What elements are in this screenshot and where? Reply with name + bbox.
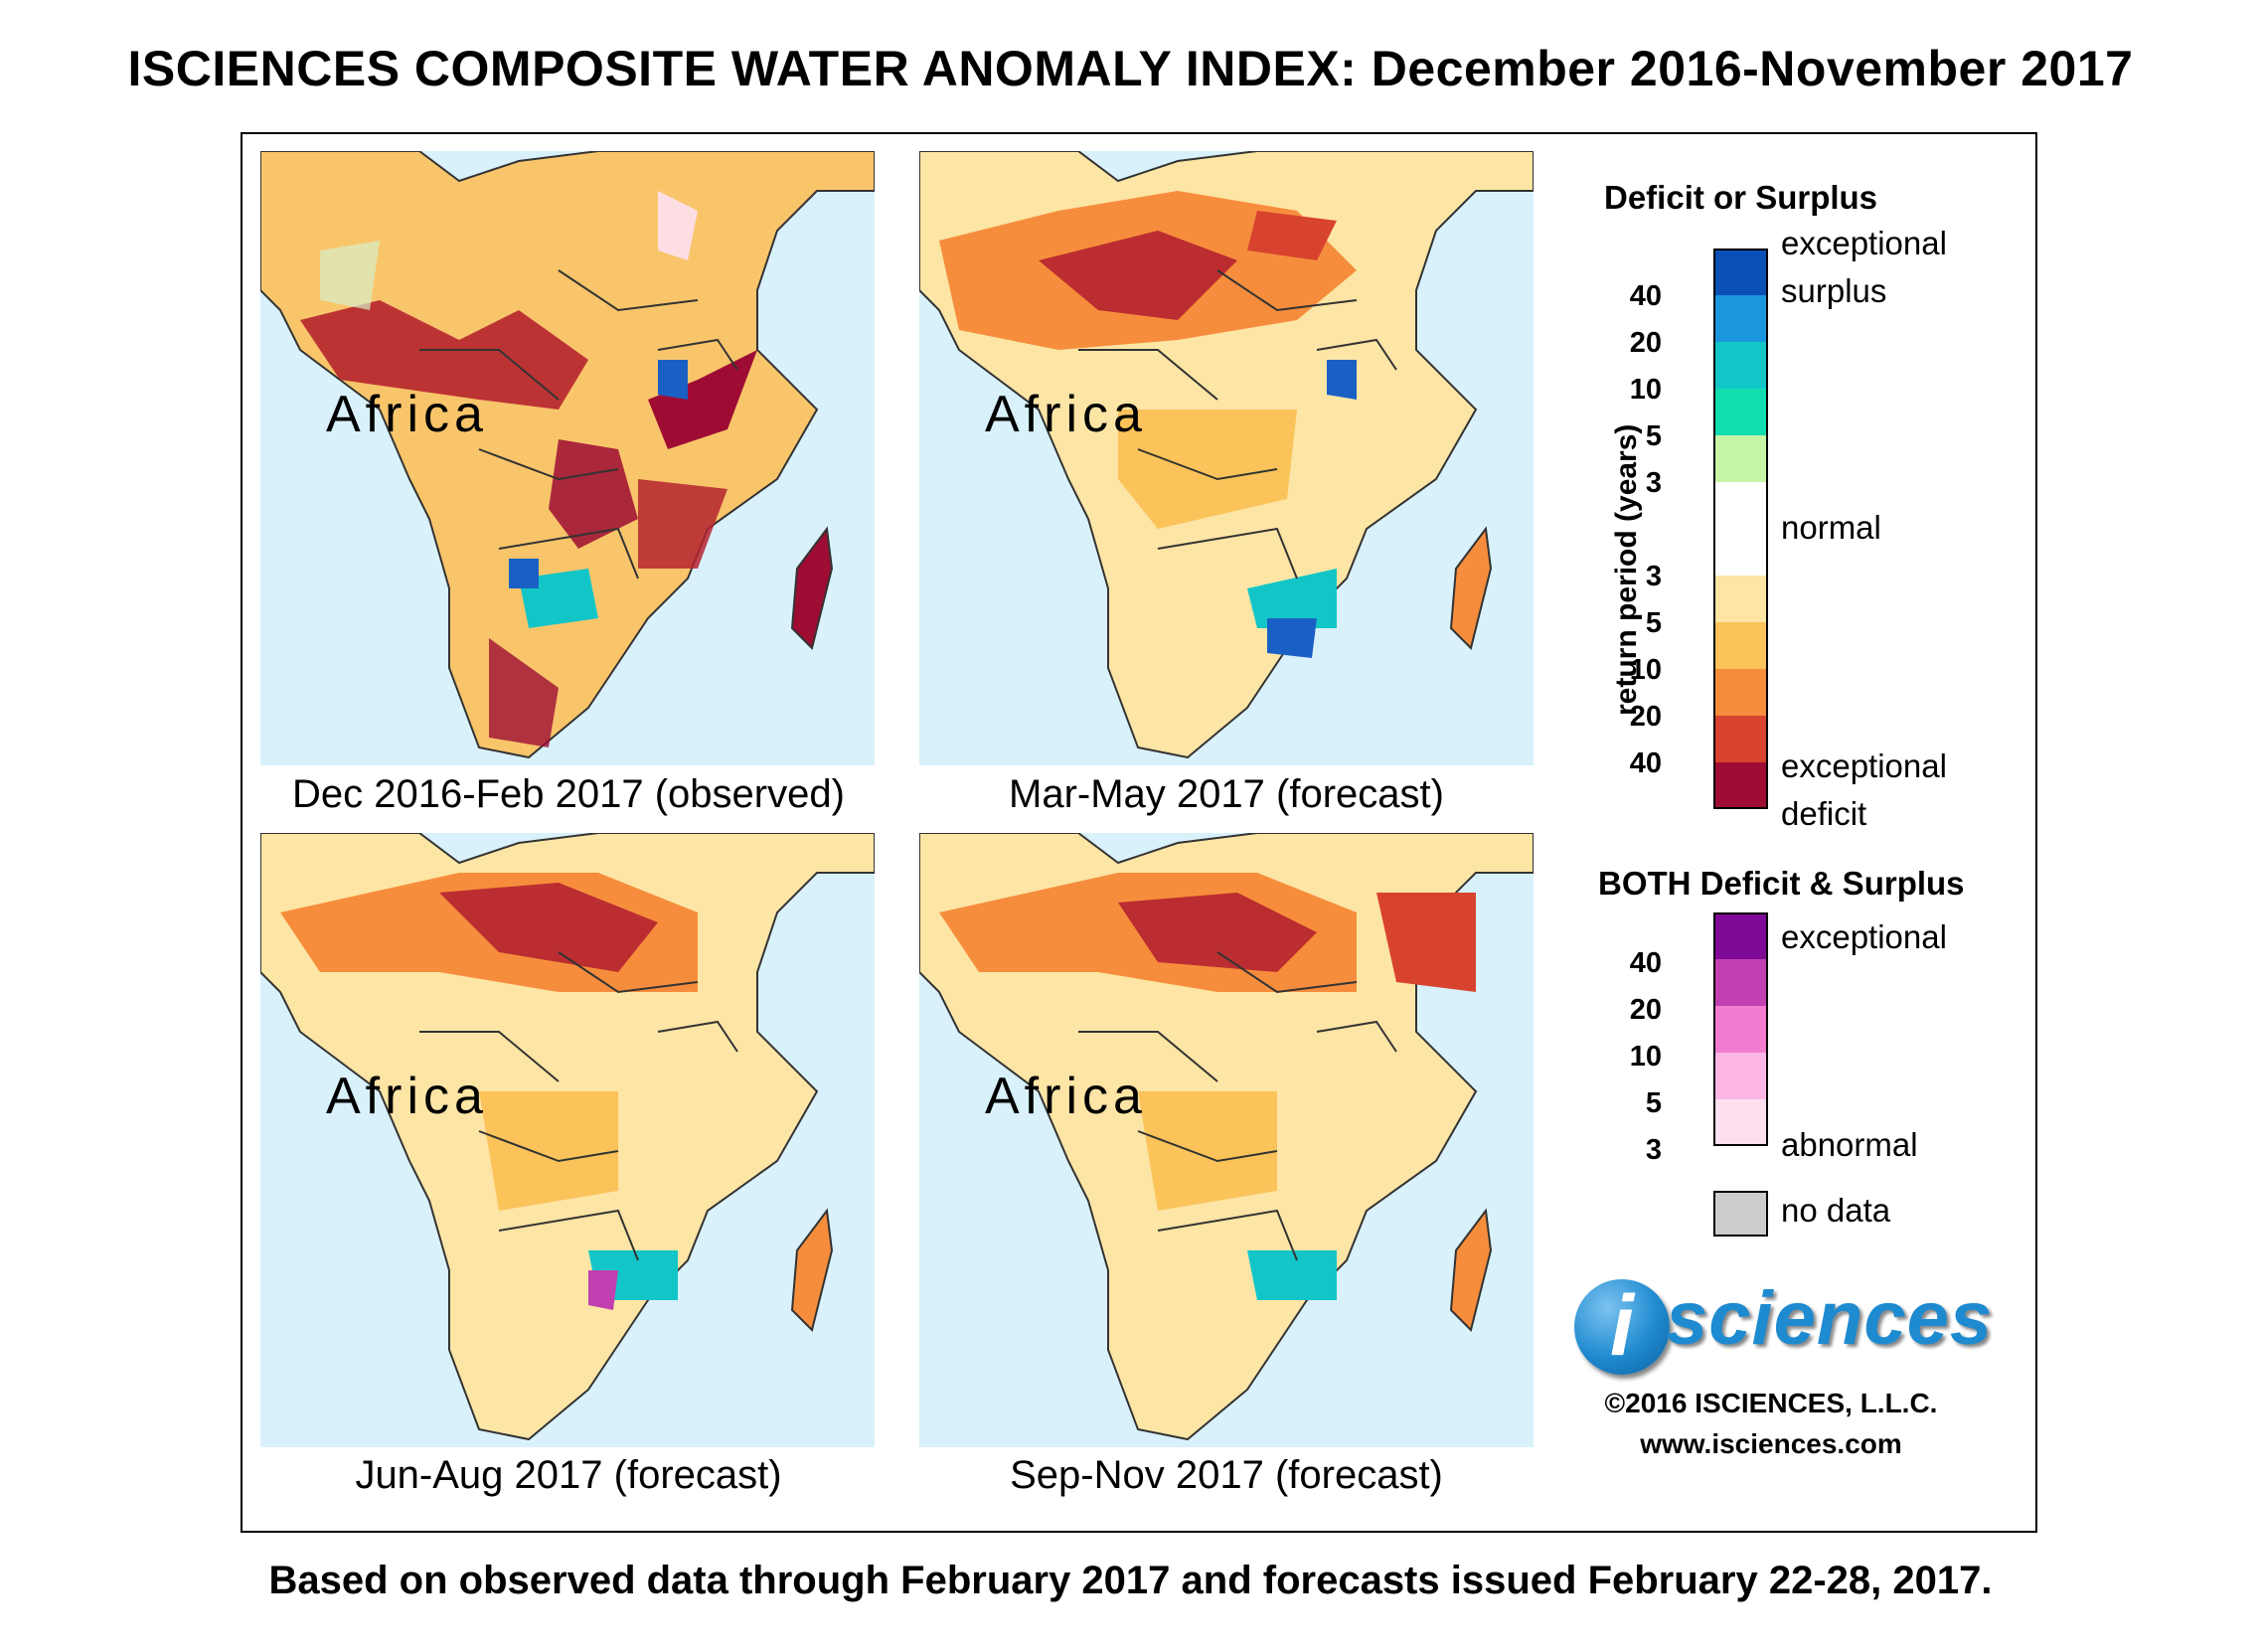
legend-tick: 20 [1629, 994, 1662, 1026]
legend-swatch [1713, 248, 1768, 295]
legend-swatch [1713, 576, 1768, 622]
copyright: ©2016 ISCIENCES, L.L.C. [1604, 1388, 1938, 1418]
legend-tick: 10 [1629, 654, 1662, 686]
region-label: Africa [985, 1068, 1147, 1125]
region-label: Africa [326, 386, 488, 443]
map-panel-sep-nov: Africa [919, 833, 1534, 1447]
legend-tick: 10 [1629, 374, 1662, 406]
legend-tick: 40 [1629, 747, 1662, 779]
legend-tick: 20 [1629, 327, 1662, 359]
map-panel-jun-aug: Africa [260, 833, 875, 1447]
legend-swatch-both [1713, 959, 1768, 1006]
legend-swatch [1713, 622, 1768, 669]
website: www.isciences.com [1640, 1428, 1902, 1459]
legend-swatch-both [1713, 1053, 1768, 1099]
legend-tick: 5 [1645, 607, 1662, 639]
panel-caption: Dec 2016-Feb 2017 (observed) [292, 772, 845, 816]
legend-tick: 5 [1645, 1087, 1662, 1119]
figure-frame [241, 132, 2037, 1533]
africa-map [919, 833, 1534, 1447]
region-label: Africa [985, 386, 1147, 443]
africa-map [260, 151, 875, 765]
region-label: Africa [326, 1068, 488, 1125]
legend-swatch-both [1713, 912, 1768, 959]
legend-heading-both: BOTH Deficit & Surplus [1598, 865, 1965, 902]
legend-swatch [1713, 669, 1768, 716]
legend-tick: 3 [1645, 1134, 1662, 1166]
isciences-logo-wordmark: sciences [1666, 1276, 1994, 1361]
legend-label: no data [1781, 1192, 1891, 1229]
legend-swatch [1713, 762, 1768, 809]
footer-note: Based on observed data through February … [268, 1559, 1993, 1602]
legend-label: deficit [1781, 795, 1867, 832]
legend-label: exceptional [1781, 747, 1947, 784]
legend-tick: 20 [1629, 701, 1662, 733]
legend-label: exceptional [1781, 918, 1947, 955]
legend-tick: 10 [1629, 1041, 1662, 1073]
isciences-logo-icon: i [1574, 1279, 1670, 1375]
africa-map [919, 151, 1534, 765]
legend-heading-deficit-surplus: Deficit or Surplus [1604, 179, 1878, 216]
page-title: ISCIENCES COMPOSITE WATER ANOMALY INDEX:… [127, 41, 2134, 96]
legend-swatch [1713, 295, 1768, 342]
legend-tick: 3 [1645, 561, 1662, 592]
panel-caption: Jun-Aug 2017 (forecast) [355, 1453, 782, 1497]
legend-tick: 40 [1629, 947, 1662, 979]
panel-caption: Mar-May 2017 (forecast) [1009, 772, 1444, 816]
panel-caption: Sep-Nov 2017 (forecast) [1010, 1453, 1443, 1497]
legend-swatch-both [1713, 1006, 1768, 1053]
africa-map [260, 833, 875, 1447]
legend-label: normal [1781, 509, 1881, 546]
legend-swatch [1713, 482, 1768, 576]
legend-label: abnormal [1781, 1126, 1918, 1163]
legend-swatch [1713, 342, 1768, 389]
legend-swatch [1713, 716, 1768, 762]
legend-swatch [1713, 435, 1768, 482]
legend-tick: 3 [1645, 467, 1662, 499]
legend-label: exceptional [1781, 225, 1947, 261]
legend-label: surplus [1781, 272, 1887, 309]
legend-tick: 5 [1645, 420, 1662, 452]
legend-tick: 40 [1629, 280, 1662, 312]
legend-swatch-both [1713, 1099, 1768, 1146]
map-panel-mar-may: Africa [919, 151, 1534, 765]
legend-swatch [1713, 389, 1768, 435]
map-panel-dec-feb: Africa [260, 151, 875, 765]
legend-no-data-swatch [1713, 1191, 1768, 1237]
